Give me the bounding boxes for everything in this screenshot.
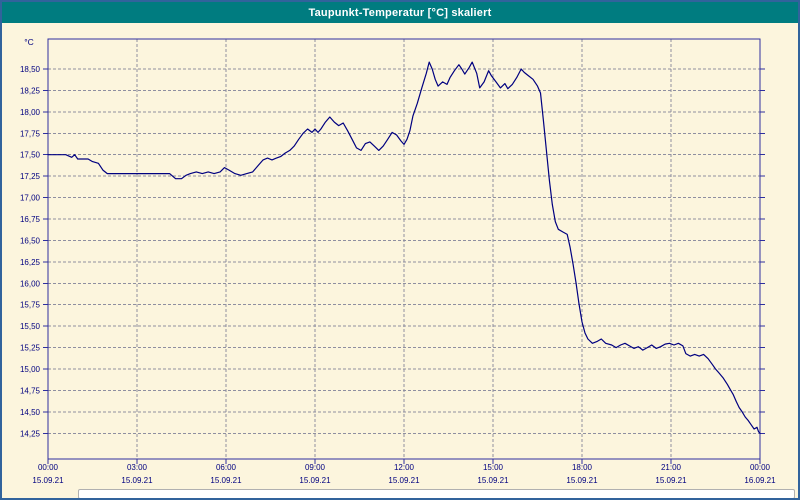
x-axis-date-label: 16.09.21: [744, 476, 776, 485]
x-axis-time-label: 00:00: [38, 463, 59, 472]
chart-plot: 18,50 18,25 18,00 17,75 17,50 17,25 17,00 16,75…: [20, 37, 776, 485]
x-axis-date-label: 15.09.21: [299, 476, 331, 485]
svg-text:16,00: 16,00: [20, 279, 41, 288]
chart-title-bar: Taupunkt-Temperatur [°C] skaliert: [2, 2, 798, 23]
svg-text:15,25: 15,25: [20, 344, 41, 353]
svg-text:18,50: 18,50: [20, 65, 41, 74]
svg-text:15,00: 15,00: [20, 365, 41, 374]
x-axis-date-label: 15.09.21: [477, 476, 509, 485]
svg-text:14,50: 14,50: [20, 408, 41, 417]
x-axis-date-label: 15.09.21: [121, 476, 153, 485]
svg-text:14,75: 14,75: [20, 386, 41, 395]
x-axis-date-label: 15.09.21: [388, 476, 420, 485]
x-axis-date-label: 15.09.21: [210, 476, 242, 485]
svg-text:15,75: 15,75: [20, 301, 41, 310]
svg-text:18,25: 18,25: [20, 86, 41, 95]
x-axis-time-label: 18:00: [572, 463, 593, 472]
svg-text:17,50: 17,50: [20, 151, 41, 160]
grid-lines: [48, 39, 760, 459]
x-axis-date-label: 15.09.21: [655, 476, 687, 485]
y-axis-unit-label: °C: [24, 37, 34, 47]
x-axis-time-label: 21:00: [661, 463, 682, 472]
x-axis-time-label: 09:00: [305, 463, 326, 472]
svg-text:16,75: 16,75: [20, 215, 41, 224]
x-axis-time-label: 00:00: [750, 463, 771, 472]
horizontal-scrollbar[interactable]: [78, 489, 795, 498]
x-axis-time-label: 06:00: [216, 463, 237, 472]
svg-text:14,25: 14,25: [20, 429, 41, 438]
x-axis-time-label: 15:00: [483, 463, 504, 472]
x-axis-date-label: 15.09.21: [32, 476, 64, 485]
axis-tick-marks: [43, 68, 765, 464]
series-line: [47, 61, 761, 434]
svg-text:18,00: 18,00: [20, 108, 41, 117]
svg-text:17,75: 17,75: [20, 129, 41, 138]
svg-text:17,00: 17,00: [20, 194, 41, 203]
svg-text:17,25: 17,25: [20, 172, 41, 181]
x-axis-time-label: 12:00: [394, 463, 415, 472]
x-axis-date-label: 15.09.21: [566, 476, 598, 485]
svg-text:16,50: 16,50: [20, 236, 41, 245]
chart-title: Taupunkt-Temperatur [°C] skaliert: [308, 6, 492, 19]
svg-text:15,50: 15,50: [20, 322, 41, 331]
svg-text:16,25: 16,25: [20, 258, 41, 267]
x-axis-labels: 00:00 15.09.21 03:00 15.09.21 06:00 15.09.21 0…: [32, 463, 776, 485]
x-axis-time-label: 03:00: [127, 463, 148, 472]
y-axis-labels: 18,50 18,25 18,00 17,75 17,50 17,25 17,00 16,75…: [20, 65, 41, 438]
